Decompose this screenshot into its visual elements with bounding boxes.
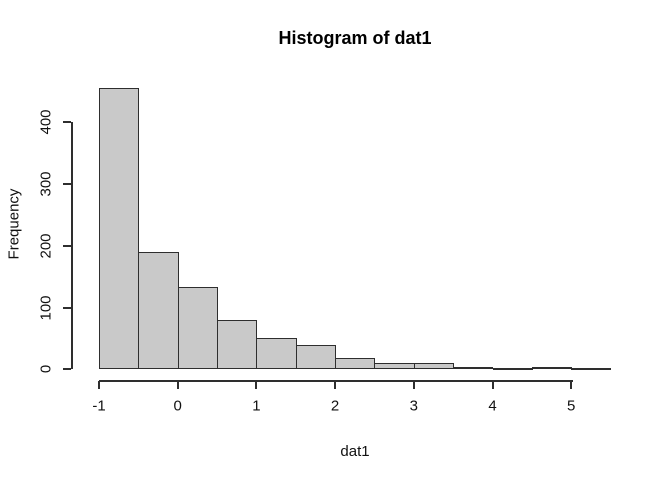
x-tick-label: 3 [409,397,418,415]
histogram-bar [295,344,337,370]
x-axis-line [99,380,574,382]
x-tick-label: 1 [252,397,261,415]
x-tick [491,381,494,389]
x-tick-label: 0 [173,397,182,415]
y-tick [63,244,71,247]
x-tick [570,381,573,389]
histogram-bar [492,368,533,371]
histogram-bar [335,358,376,370]
histogram-bar [531,367,573,370]
histogram-bar [177,287,219,370]
y-axis-label: Frequency [5,188,23,260]
x-axis-label: dat1 [340,443,370,460]
y-tick [63,306,71,309]
x-tick [176,381,179,389]
histogram-bar [138,252,179,370]
x-tick-label: 2 [330,397,340,415]
histogram-bar [99,88,140,370]
y-tick-label: 300 [37,171,55,197]
histogram-bar [453,366,494,370]
x-tick [412,381,415,389]
y-tick-label: 400 [37,109,55,135]
x-tick [334,381,337,389]
x-tick-label: -1 [92,397,106,415]
x-tick-label: 5 [567,397,576,415]
y-tick-label: 200 [37,233,55,259]
histogram-bar [413,363,455,370]
x-tick [98,381,100,389]
histogram-bar [374,363,415,370]
y-tick-label: 100 [37,295,55,321]
histogram-bar [217,319,258,370]
y-tick [63,368,71,371]
x-tick [255,381,258,389]
y-tick-label: 0 [37,365,55,374]
y-axis-line [71,122,73,370]
y-tick [63,183,71,185]
y-tick [63,121,71,124]
histogram-bar [256,338,297,370]
x-tick-label: 4 [488,397,497,415]
histogram-bar [571,368,612,371]
chart-title: Histogram of dat1 [278,28,432,48]
